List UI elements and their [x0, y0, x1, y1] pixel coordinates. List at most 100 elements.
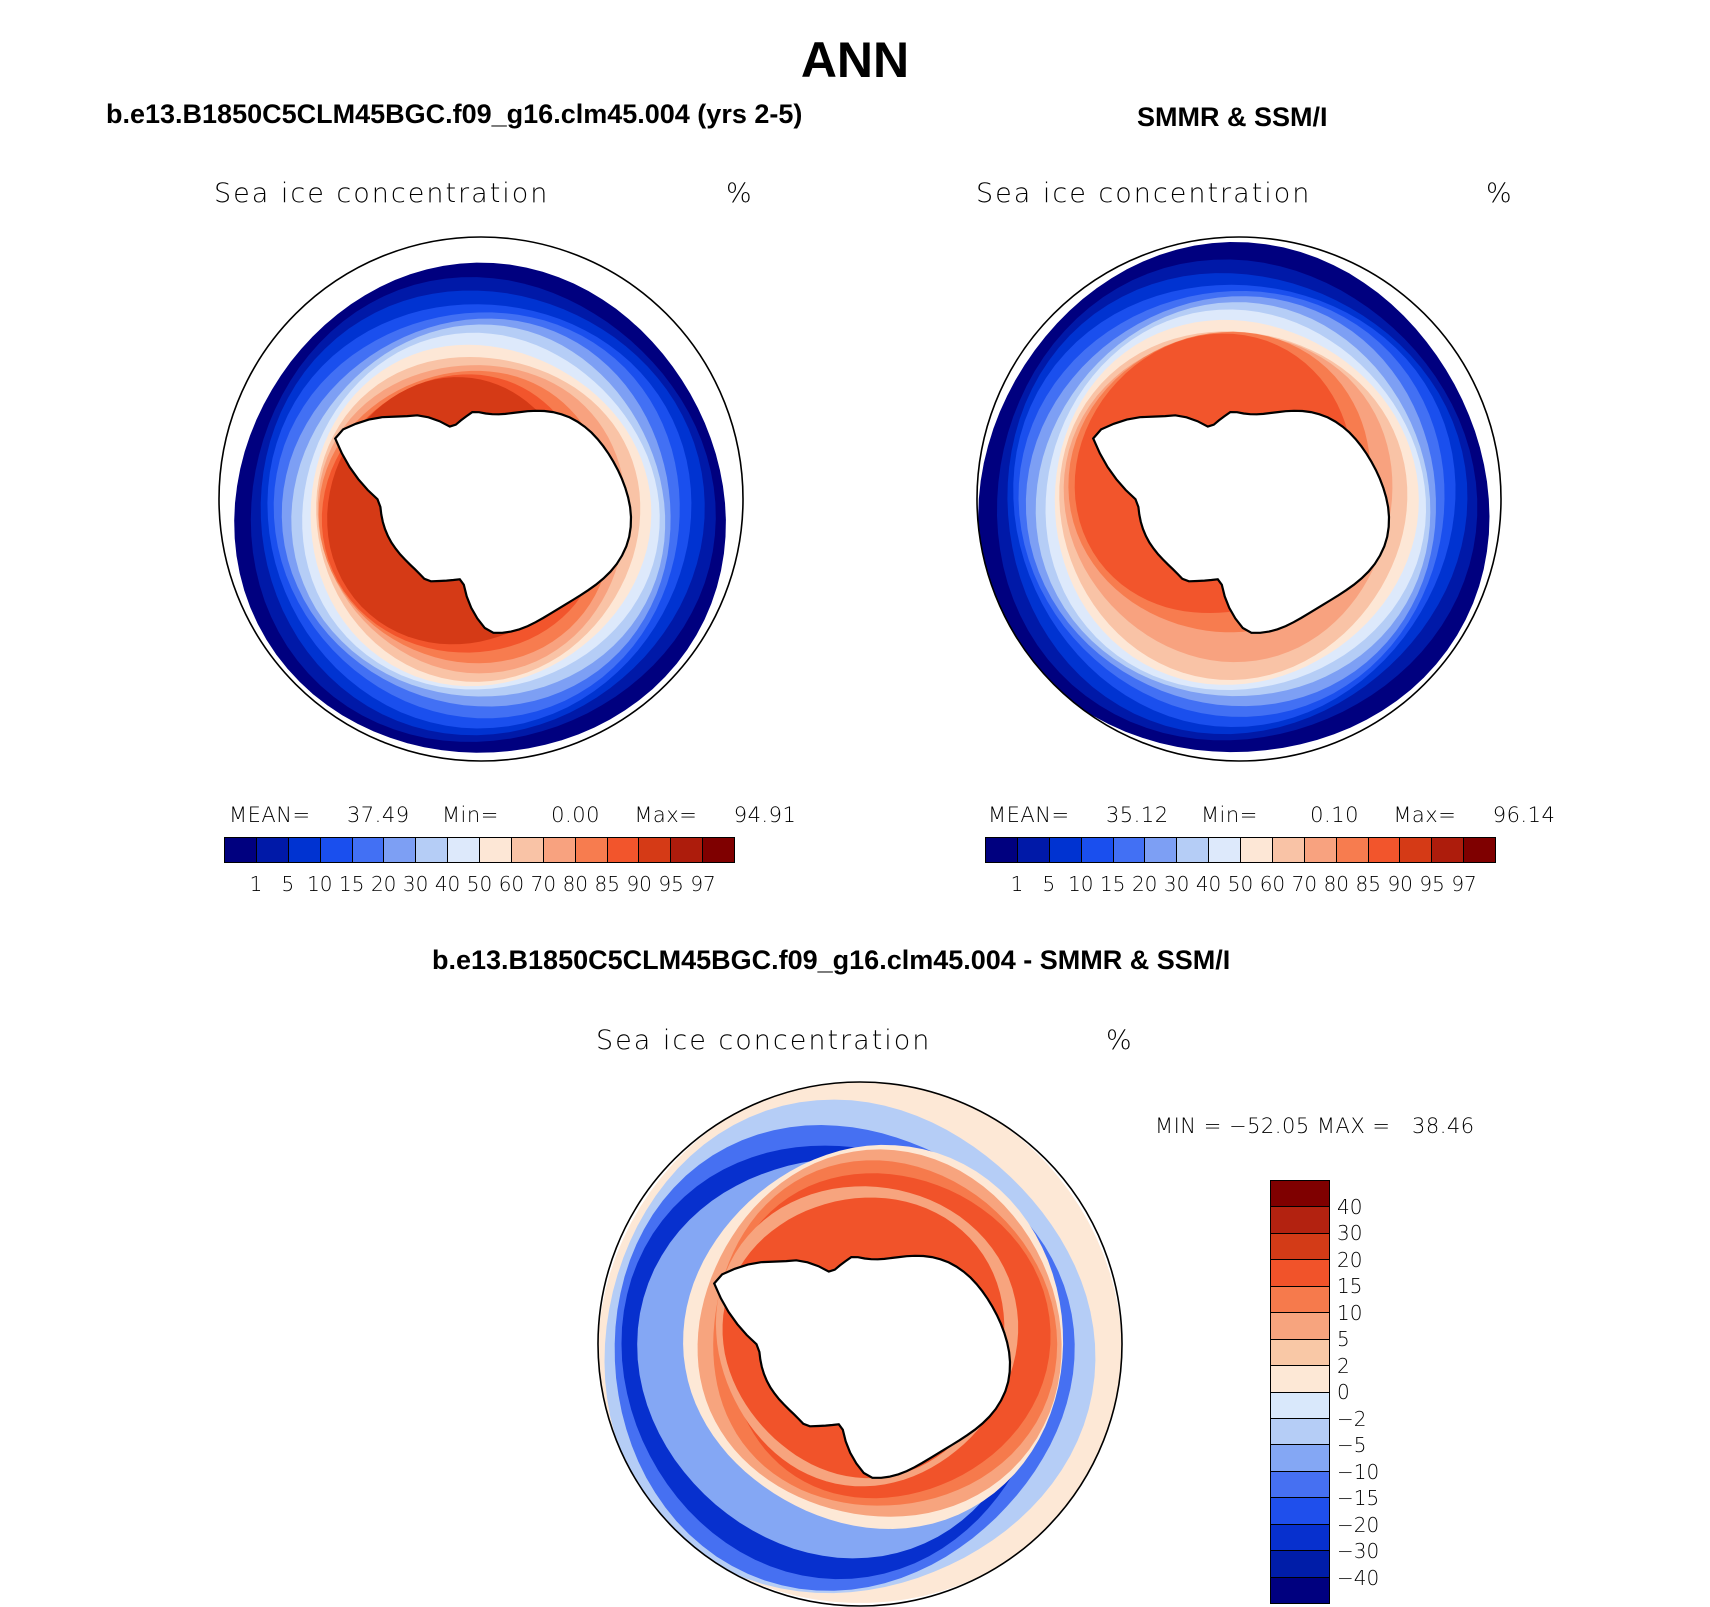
panel-1-colorbar-swatch [480, 838, 512, 862]
diff-colorbar-swatch [1271, 1286, 1329, 1314]
panel-1-colorbar-swatch [639, 838, 672, 862]
panel-2-colorbar-swatch [1209, 838, 1241, 862]
diff-panel-polar-map [597, 1081, 1123, 1607]
panel-1-colorbar-swatch [448, 838, 480, 862]
panel-2-colorbar-tick-label: 80 [1323, 872, 1350, 896]
panel-1-colorbar-tick-label: 20 [370, 872, 397, 896]
panel-1-title: b.e13.B1850C5CLM45BGC.f09_g16.clm45.004 … [106, 99, 803, 129]
panel-1-units-label: % [726, 178, 754, 209]
panel-2-colorbar-tick-label: 5 [1042, 872, 1056, 896]
panel-2-colorbar-ticks: 1 5 10 15 20 30 40 50 60 70 80 85 90 95 97 [985, 872, 1496, 898]
diff-colorbar-swatch [1271, 1339, 1329, 1367]
panel-2-map-boundary [976, 236, 1502, 762]
diff-colorbar-swatch [1271, 1498, 1329, 1525]
panel-1-colorbar-swatch [671, 838, 704, 862]
panel-2-colorbar-swatch [1177, 838, 1210, 862]
panel-2-colorbar-swatch [986, 838, 1018, 862]
panel-1-colorbar-tick-label: 85 [594, 872, 620, 896]
panel-1-colorbar-swatch [320, 838, 353, 862]
panel-1-colorbar-tick-label: 90 [626, 872, 652, 896]
diff-colorbar-swatch [1271, 1313, 1329, 1340]
panel-2-colorbar-swatch [1432, 838, 1465, 862]
panel-1-colorbar-swatch [416, 838, 449, 862]
diff-colorbar-tick-label: 15 [1337, 1274, 1363, 1298]
panel-2-polar-map [976, 236, 1502, 762]
panel-2-mean-value: 35.12 [1105, 803, 1169, 827]
panel-2-units-label: % [1486, 178, 1514, 209]
diff-panel-colorbar [1270, 1180, 1330, 1604]
panel-2-colorbar-tick-label: 60 [1259, 872, 1286, 896]
panel-1-colorbar-swatch [352, 838, 385, 862]
panel-1-colorbar-tick-label: 70 [530, 872, 557, 896]
diff-colorbar-tick-label: −40 [1337, 1565, 1380, 1590]
diff-colorbar-swatch [1271, 1366, 1329, 1393]
panel-2-variable-label: Sea ice concentration [976, 178, 1312, 209]
panel-2-min-label: Min= [1200, 803, 1258, 827]
panel-1-polar-map [218, 236, 744, 762]
panel-2-colorbar-tick-label: 40 [1195, 872, 1222, 896]
panel-2-colorbar-tick-label: 90 [1387, 872, 1413, 896]
diff-colorbar-tick-label: −15 [1337, 1486, 1380, 1510]
panel-2-mean-label: MEAN= [988, 803, 1070, 827]
panel-2-colorbar-swatch [1017, 838, 1050, 862]
diff-colorbar-swatch [1271, 1551, 1329, 1578]
panel-1-mean-value: 37.49 [346, 803, 410, 827]
panel-1-min-value: 0.00 [551, 803, 600, 827]
panel-1-colorbar-swatch [511, 838, 544, 862]
diff-panel-colorbar-ticks: 40 30 20 15 10 5 2 0 −2 −5 −10 −15 −20 −30 −40 [1337, 1180, 1417, 1604]
diff-colorbar-tick-label: −20 [1337, 1512, 1380, 1537]
panel-1-max-value: 94.91 [733, 803, 797, 827]
panel-2-min-value: 0.10 [1310, 803, 1359, 827]
panel-1-colorbar-tick-label: 30 [402, 872, 429, 896]
panel-2-colorbar-tick-label: 15 [1100, 872, 1126, 896]
panel-2-colorbar-swatch [1113, 838, 1146, 862]
diff-colorbar-swatch [1271, 1471, 1329, 1499]
panel-2-colorbar-tick-label: 30 [1163, 872, 1190, 896]
panel-2-colorbar-swatch [1400, 838, 1433, 862]
panel-2-colorbar-swatch [1368, 838, 1401, 862]
panel-2-title: SMMR & SSM/I [1137, 102, 1328, 132]
panel-1-colorbar-tick-label: 40 [434, 872, 461, 896]
panel-1-variable-label: Sea ice concentration [214, 178, 550, 209]
diff-panel-antarctica-coastline [712, 1254, 1012, 1479]
panel-1-colorbar-swatch [543, 838, 576, 862]
diff-colorbar-tick-label: 2 [1337, 1353, 1350, 1378]
diff-colorbar-swatch [1271, 1233, 1329, 1261]
panel-1-map-boundary [218, 236, 744, 762]
diff-colorbar-tick-label: 10 [1337, 1300, 1363, 1325]
diff-colorbar-swatch [1271, 1445, 1329, 1472]
panel-1-colorbar-tick-label: 80 [562, 872, 589, 896]
panel-1-colorbar-tick-label: 5 [281, 872, 295, 896]
diff-colorbar-swatch [1271, 1524, 1329, 1552]
figure-title: ANN [800, 32, 910, 88]
panel-2-colorbar-swatch [1272, 838, 1305, 862]
panel-1-colorbar [224, 837, 735, 863]
panel-1-mean-label: MEAN= [229, 803, 311, 827]
panel-1-colorbar-tick-label: 1 [249, 872, 263, 896]
panel-1-colorbar-swatch [288, 838, 321, 862]
panel-1-colorbar-tick-label: 50 [466, 872, 493, 896]
panel-2-colorbar-tick-label: 1 [1010, 872, 1024, 896]
diff-colorbar-swatch [1271, 1260, 1329, 1287]
panel-1-colorbar-swatch [256, 838, 289, 862]
panel-2-colorbar-swatch [1241, 838, 1273, 862]
panel-1-antarctica-coastline [333, 409, 633, 634]
panel-1-colorbar-swatch [384, 838, 417, 862]
panel-2-max-value: 96.14 [1492, 803, 1556, 827]
panel-1-colorbar-tick-label: 15 [339, 872, 365, 896]
panel-1-min-label: Min= [441, 803, 499, 827]
panel-2-colorbar-swatch [1081, 838, 1114, 862]
panel-2-colorbar-tick-label: 85 [1355, 872, 1381, 896]
panel-1-colorbar-tick-label: 95 [658, 872, 684, 896]
diff-colorbar-tick-label: 30 [1337, 1221, 1363, 1245]
diff-colorbar-tick-label: −10 [1337, 1459, 1380, 1484]
panel-2-colorbar-tick-label: 95 [1419, 872, 1445, 896]
panel-2-colorbar-swatch [1304, 838, 1337, 862]
diff-panel-title: b.e13.B1850C5CLM45BGC.f09_g16.clm45.004 … [432, 945, 1231, 975]
panel-2-colorbar-tick-label: 97 [1451, 872, 1477, 896]
panel-2-colorbar-swatch [1464, 838, 1495, 862]
diff-colorbar-tick-label: 5 [1337, 1327, 1350, 1351]
panel-2-colorbar-tick-label: 50 [1227, 872, 1254, 896]
diff-colorbar-swatch [1271, 1207, 1329, 1234]
diff-colorbar-tick-label: 0 [1337, 1380, 1350, 1404]
